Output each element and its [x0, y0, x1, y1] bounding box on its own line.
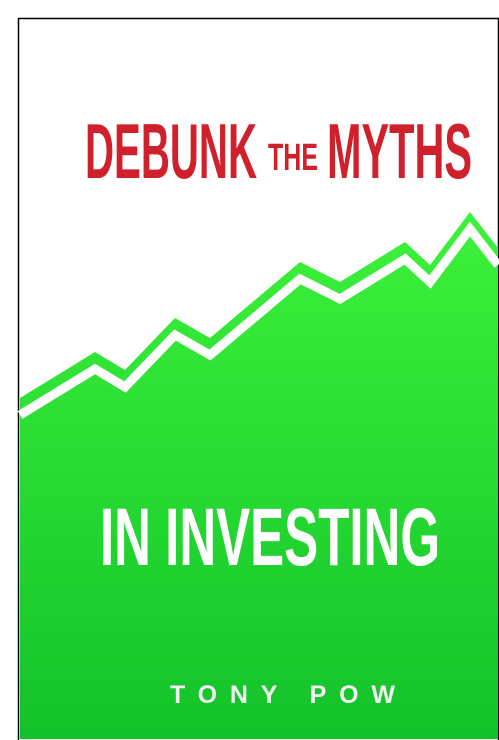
title-small: THE — [268, 137, 318, 179]
page: DEBUNK THE MYTHS IN INVESTING TONY POW (… — [0, 0, 499, 740]
title-start: DEBUNK — [85, 107, 257, 195]
title-end: MYTHS — [327, 107, 472, 195]
subtitle: IN INVESTING — [100, 492, 440, 583]
book-cover: DEBUNK THE MYTHS IN INVESTING TONY POW — [0, 0, 499, 740]
